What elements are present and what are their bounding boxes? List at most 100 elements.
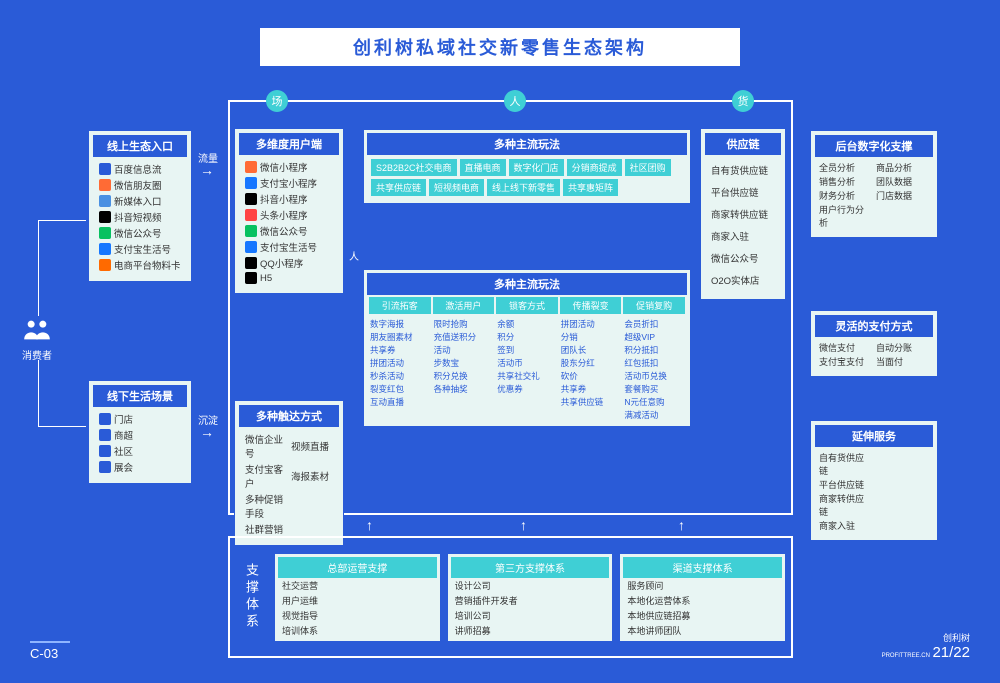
- supply-panel: 供应链 自有货供应链平台供应链商家转供应链商家入驻微信公众号O2O实体店: [700, 128, 786, 300]
- list-item: 微信公众号: [245, 223, 333, 239]
- list-item: 共享供应链: [560, 395, 622, 408]
- list-item: 微信企业号: [245, 431, 287, 461]
- list-item: [876, 492, 929, 518]
- list-item: 商超: [99, 427, 181, 443]
- right-panel-2: 延伸服务 自有货供应链平台供应链商家转供应链商家入驻: [810, 420, 938, 541]
- list-item: 商家转供应链: [819, 492, 872, 518]
- list-item: 本地化运营体系: [623, 593, 782, 608]
- connector: [38, 360, 39, 426]
- support-box-2: 渠道支撑体系服务顾问本地化运营体系本地供应链招募本地讲师团队: [620, 554, 785, 641]
- list-item: 商品分析: [876, 161, 929, 174]
- list-item: 分销: [560, 330, 622, 343]
- list-item: 活动币: [496, 356, 558, 369]
- support-h: 渠道支撑体系: [623, 557, 782, 578]
- list-item: 互动直播: [369, 395, 431, 408]
- list-item: 头条小程序: [245, 207, 333, 223]
- tag: 直播电商: [460, 159, 506, 176]
- consumer-label: 消费者: [22, 318, 52, 362]
- list-item: 微信支付: [819, 341, 872, 354]
- offline-title: 线下生活场景: [93, 385, 187, 407]
- supply-title: 供应链: [705, 133, 781, 155]
- list-item: 余额: [496, 317, 558, 330]
- list-item: 优惠券: [496, 382, 558, 395]
- list-item: 支付宝支付: [819, 355, 872, 368]
- support-label: 支撑体系: [236, 563, 267, 631]
- client-panel: 多维度用户端 微信小程序支付宝小程序抖音小程序头条小程序微信公众号支付宝生活号Q…: [234, 128, 344, 294]
- reach-title: 多种触达方式: [239, 405, 339, 427]
- list-item: 本地供应链招募: [623, 608, 782, 623]
- list-item: 活动: [433, 343, 495, 356]
- online-title: 线上生态入口: [93, 135, 187, 157]
- list-item: [876, 451, 929, 477]
- list-item: 抖音短视频: [99, 209, 181, 225]
- list-item: 培训体系: [278, 623, 437, 638]
- strategy-column: 激活用户限时抢购充值送积分活动步数宝积分兑换各种抽奖: [433, 297, 495, 421]
- list-item: 财务分析: [819, 189, 872, 202]
- list-item: 微信朋友圈: [99, 177, 181, 193]
- list-item: 自有货供应链: [711, 159, 775, 181]
- list-item: 门店: [99, 411, 181, 427]
- list-item: 步数宝: [433, 356, 495, 369]
- list-item: 社交运营: [278, 578, 437, 593]
- list-item: 自动分账: [876, 341, 929, 354]
- list-item: 积分抵扣: [623, 343, 685, 356]
- list-item: 平台供应链: [711, 181, 775, 203]
- column-header: 促销复购: [623, 297, 685, 314]
- strategy-column: 锁客方式余额积分签到活动币共享社交礼优惠券: [496, 297, 558, 421]
- list-item: 团队数据: [876, 175, 929, 188]
- list-item: 限时抢购: [433, 317, 495, 330]
- list-item: 共享券: [369, 343, 431, 356]
- client-title: 多维度用户端: [239, 133, 339, 155]
- column-header: 传播裂变: [560, 297, 622, 314]
- badge-chang: 场: [266, 90, 288, 112]
- list-item: 多种促销手段: [245, 491, 287, 521]
- tag: 共享惠矩阵: [563, 179, 618, 196]
- list-item: 共享社交礼: [496, 369, 558, 382]
- list-item: 用户行为分析: [819, 203, 872, 229]
- strategy-column: 促销复购会员折扣超级VIP积分抵扣红包抵扣活动币兑换套餐购买N元任意购满减活动: [623, 297, 685, 421]
- list-item: 支付宝生活号: [99, 241, 181, 257]
- list-item: [876, 519, 929, 532]
- list-item: 社区: [99, 443, 181, 459]
- offline-panel: 线下生活场景 门店商超社区展会: [88, 380, 192, 484]
- tag: 共享供应链: [371, 179, 426, 196]
- support-h: 第三方支撑体系: [451, 557, 610, 578]
- list-item: 当面付: [876, 355, 929, 368]
- strategy-column: 传播裂变拼团活动分销团队长股东分红砍价共享券共享供应链: [560, 297, 622, 421]
- list-item: 会员折扣: [623, 317, 685, 330]
- list-item: QQ小程序: [245, 255, 333, 271]
- list-item: 销售分析: [819, 175, 872, 188]
- list-item: 微信公众号: [99, 225, 181, 241]
- list-item: 充值送积分: [433, 330, 495, 343]
- list-item: 数字海报: [369, 317, 431, 330]
- tag: S2B2B2C社交电商: [371, 159, 457, 176]
- list-item: 秒杀活动: [369, 369, 431, 382]
- list-item: 微信小程序: [245, 159, 333, 175]
- tag: 线上线下新零售: [487, 179, 560, 196]
- list-item: 百度信息流: [99, 161, 181, 177]
- page-title: 创利树私域社交新零售生态架构: [260, 28, 740, 66]
- list-item: 积分兑换: [433, 369, 495, 382]
- list-item: 共享券: [560, 382, 622, 395]
- list-item: [291, 521, 333, 537]
- right-title: 灵活的支付方式: [815, 315, 933, 337]
- list-item: 全员分析: [819, 161, 872, 174]
- list-item: 培训公司: [451, 608, 610, 623]
- list-item: 新媒体入口: [99, 193, 181, 209]
- list-item: 电商平台物料卡: [99, 257, 181, 273]
- support-frame: 支撑体系 总部运营支撑社交运营用户运维视觉指导培训体系 第三方支撑体系设计公司营…: [228, 536, 793, 658]
- connector: [38, 220, 39, 316]
- footer-brand: 创利树 PROFITTREE.CN 21/22: [882, 631, 970, 661]
- reach-panel: 多种触达方式 微信企业号视频直播支付宝客户海报素材多种促销手段社群营销: [234, 400, 344, 546]
- list-item: 本地讲师团队: [623, 623, 782, 638]
- list-item: 社群营销: [245, 521, 287, 537]
- list-item: 套餐购买: [623, 382, 685, 395]
- list-item: 各种抽奖: [433, 382, 495, 395]
- list-item: 展会: [99, 459, 181, 475]
- list-item: 裂变红包: [369, 382, 431, 395]
- list-item: 商家入驻: [819, 519, 872, 532]
- support-h: 总部运营支撑: [278, 557, 437, 578]
- column-header: 锁客方式: [496, 297, 558, 314]
- list-item: N元任意购: [623, 395, 685, 408]
- tag: 短视频电商: [429, 179, 484, 196]
